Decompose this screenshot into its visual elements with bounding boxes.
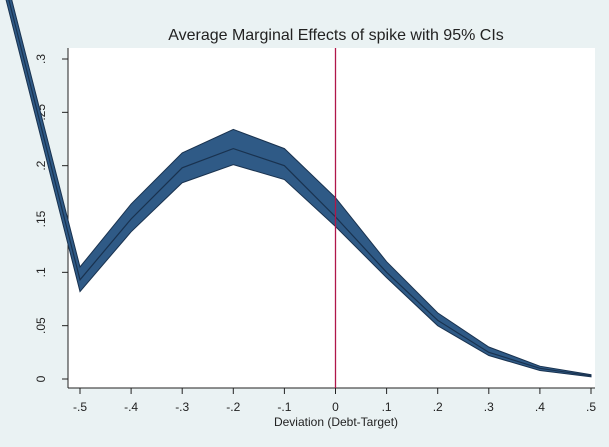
x-tick-label: .1	[382, 400, 392, 414]
x-tick-label: .4	[535, 400, 545, 414]
estimate-line	[8, 0, 592, 377]
x-tick-label: .2	[433, 400, 443, 414]
x-tick-label: 0	[332, 400, 339, 414]
x-tick-label: -.3	[175, 400, 189, 414]
x-tick-label: -.4	[124, 400, 138, 414]
x-tick-label: -.5	[73, 400, 87, 414]
x-tick-label: .5	[586, 400, 596, 414]
y-tick-label: .05	[34, 317, 48, 334]
x-tick-label: .3	[484, 400, 494, 414]
ci-band	[5, 0, 592, 378]
x-tick-label: -.1	[277, 400, 291, 414]
x-axis-label: Deviation (Debt-Target)	[274, 415, 398, 429]
x-tick-label: -.2	[226, 400, 240, 414]
y-tick-label: .1	[34, 267, 48, 277]
y-tick-label: .15	[34, 210, 48, 227]
y-tick-label: .2	[34, 160, 48, 170]
y-tick-label: .3	[34, 54, 48, 64]
y-tick-label: 0	[34, 375, 48, 382]
chart-title: Average Marginal Effects of spike with 9…	[168, 27, 504, 44]
